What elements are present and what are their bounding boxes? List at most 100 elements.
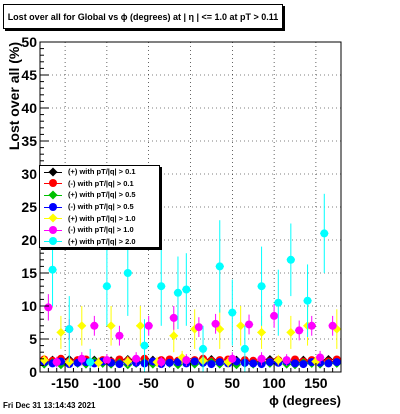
data-point-series-5 (211, 319, 220, 328)
y-tick-label: 20 (21, 232, 37, 248)
data-point-series-3 (173, 358, 182, 367)
data-point-series-6 (199, 344, 208, 353)
data-point-series-5 (115, 331, 124, 340)
data-point-series-6 (240, 344, 249, 353)
legend-label: (-) with pT/|q| > 0.5 (68, 202, 134, 212)
legend-entry: (-) with pT/|q| > 1.0 (40, 224, 159, 236)
data-point-series-5 (307, 321, 316, 330)
y-tick-label: 5 (29, 331, 37, 347)
data-point-series-5 (169, 313, 178, 322)
data-point-series-4 (286, 327, 296, 337)
data-point-series-5 (316, 353, 325, 362)
data-point-series-5 (228, 354, 237, 363)
data-point-series-4 (106, 321, 116, 331)
data-point-series-4 (39, 355, 49, 365)
data-point-series-4 (94, 358, 104, 368)
data-point-series-5 (52, 358, 61, 367)
data-point-series-5 (257, 354, 266, 363)
chart-title: Lost over all for Global vs ϕ (degrees) … (7, 11, 279, 22)
x-tick-label: 50 (225, 375, 241, 391)
legend-label: (+) with pT/|q| > 0.1 (68, 167, 136, 177)
data-point-series-5 (270, 311, 279, 320)
data-point-series-3 (324, 359, 333, 368)
data-point-series-6 (215, 262, 224, 271)
data-point-series-6 (102, 282, 111, 291)
data-point-series-4 (273, 355, 283, 365)
data-point-series-6 (182, 285, 191, 294)
x-tick-label: -50 (139, 375, 159, 391)
data-point-series-6 (320, 229, 329, 238)
x-tick-label: -150 (51, 375, 79, 391)
legend-label: (-) with pT/|q| > 1.0 (68, 225, 134, 235)
data-point-series-5 (295, 326, 304, 335)
legend-label: (+) with pT/|q| > 0.5 (68, 190, 136, 200)
data-point-series-5 (102, 356, 111, 365)
data-point-series-3 (265, 358, 274, 367)
data-point-series-6 (286, 255, 295, 264)
legend-entry: (-) with pT/|q| > 0.1 (40, 178, 159, 190)
data-point-series-6 (157, 282, 166, 291)
legend-marker (44, 190, 62, 200)
data-point-series-4 (169, 331, 179, 341)
data-point-series-4 (135, 321, 145, 331)
y-axis-label: Lost over all (%) (6, 42, 22, 150)
data-point-series-5 (77, 354, 86, 363)
data-point-series-5 (157, 358, 166, 367)
data-point-series-4 (56, 327, 66, 337)
data-point-series-3 (249, 359, 258, 368)
data-point-series-3 (299, 360, 308, 369)
data-point-series-6 (228, 308, 237, 317)
data-points (39, 193, 342, 372)
y-tick-label: 10 (21, 298, 37, 314)
legend: (+) with pT/|q| > 0.1 (-) with pT/|q| > 0… (39, 165, 160, 248)
legend-marker (44, 213, 62, 223)
data-point-series-6 (123, 269, 132, 277)
y-tick-label: 25 (21, 199, 37, 215)
data-point-series-6 (86, 358, 95, 367)
legend-entry: (+) with pT/|q| > 0.5 (40, 189, 159, 201)
y-tick-label: 50 (21, 34, 37, 50)
data-point-series-5 (182, 356, 191, 365)
data-point-series-5 (44, 303, 53, 312)
data-point-series-6 (65, 325, 74, 334)
data-point-series-4 (257, 327, 267, 337)
y-tick-label: 30 (21, 166, 37, 182)
data-point-series-4 (77, 321, 87, 331)
data-point-series-6 (140, 341, 149, 350)
x-tick-label: 100 (262, 375, 286, 391)
legend-marker (44, 167, 62, 177)
data-point-series-5 (144, 321, 153, 330)
data-point-series-6 (173, 288, 182, 297)
legend-marker (44, 236, 62, 246)
data-point-series-6 (274, 298, 283, 307)
legend-marker (44, 225, 62, 235)
y-tick-label: 40 (21, 100, 37, 116)
y-tick-label: 35 (21, 133, 37, 149)
legend-entry: (+) with pT/|q| > 0.1 (40, 166, 159, 178)
data-point-series-3 (207, 360, 216, 369)
title-box: Lost over all for Global vs ϕ (degrees) … (3, 4, 283, 29)
legend-entry: (+) with pT/|q| > 1.0 (40, 212, 159, 224)
x-tick-label: 150 (304, 375, 328, 391)
data-point-series-5 (328, 321, 337, 330)
legend-label: (+) with pT/|q| > 2.0 (68, 236, 136, 246)
data-point-series-6 (303, 296, 312, 305)
data-point-series-5 (194, 323, 203, 332)
legend-marker (44, 202, 62, 212)
data-point-series-6 (48, 265, 57, 274)
legend-entry: (+) with pT/|q| > 2.0 (40, 236, 159, 248)
data-point-series-3 (332, 358, 341, 367)
x-axis-label: ϕ (degrees) (269, 393, 341, 408)
data-point-series-3 (115, 360, 124, 369)
legend-label: (-) with pT/|q| > 0.1 (68, 178, 134, 188)
y-tick-label: 45 (21, 67, 37, 83)
data-point-series-4 (123, 356, 133, 366)
x-tick-label: 0 (187, 375, 195, 391)
y-tick-label: 15 (21, 265, 37, 281)
legend-marker (44, 178, 62, 188)
data-point-series-3 (165, 358, 174, 367)
data-point-series-5 (245, 320, 254, 329)
x-tick-label: -100 (93, 375, 121, 391)
data-point-series-4 (236, 321, 246, 331)
